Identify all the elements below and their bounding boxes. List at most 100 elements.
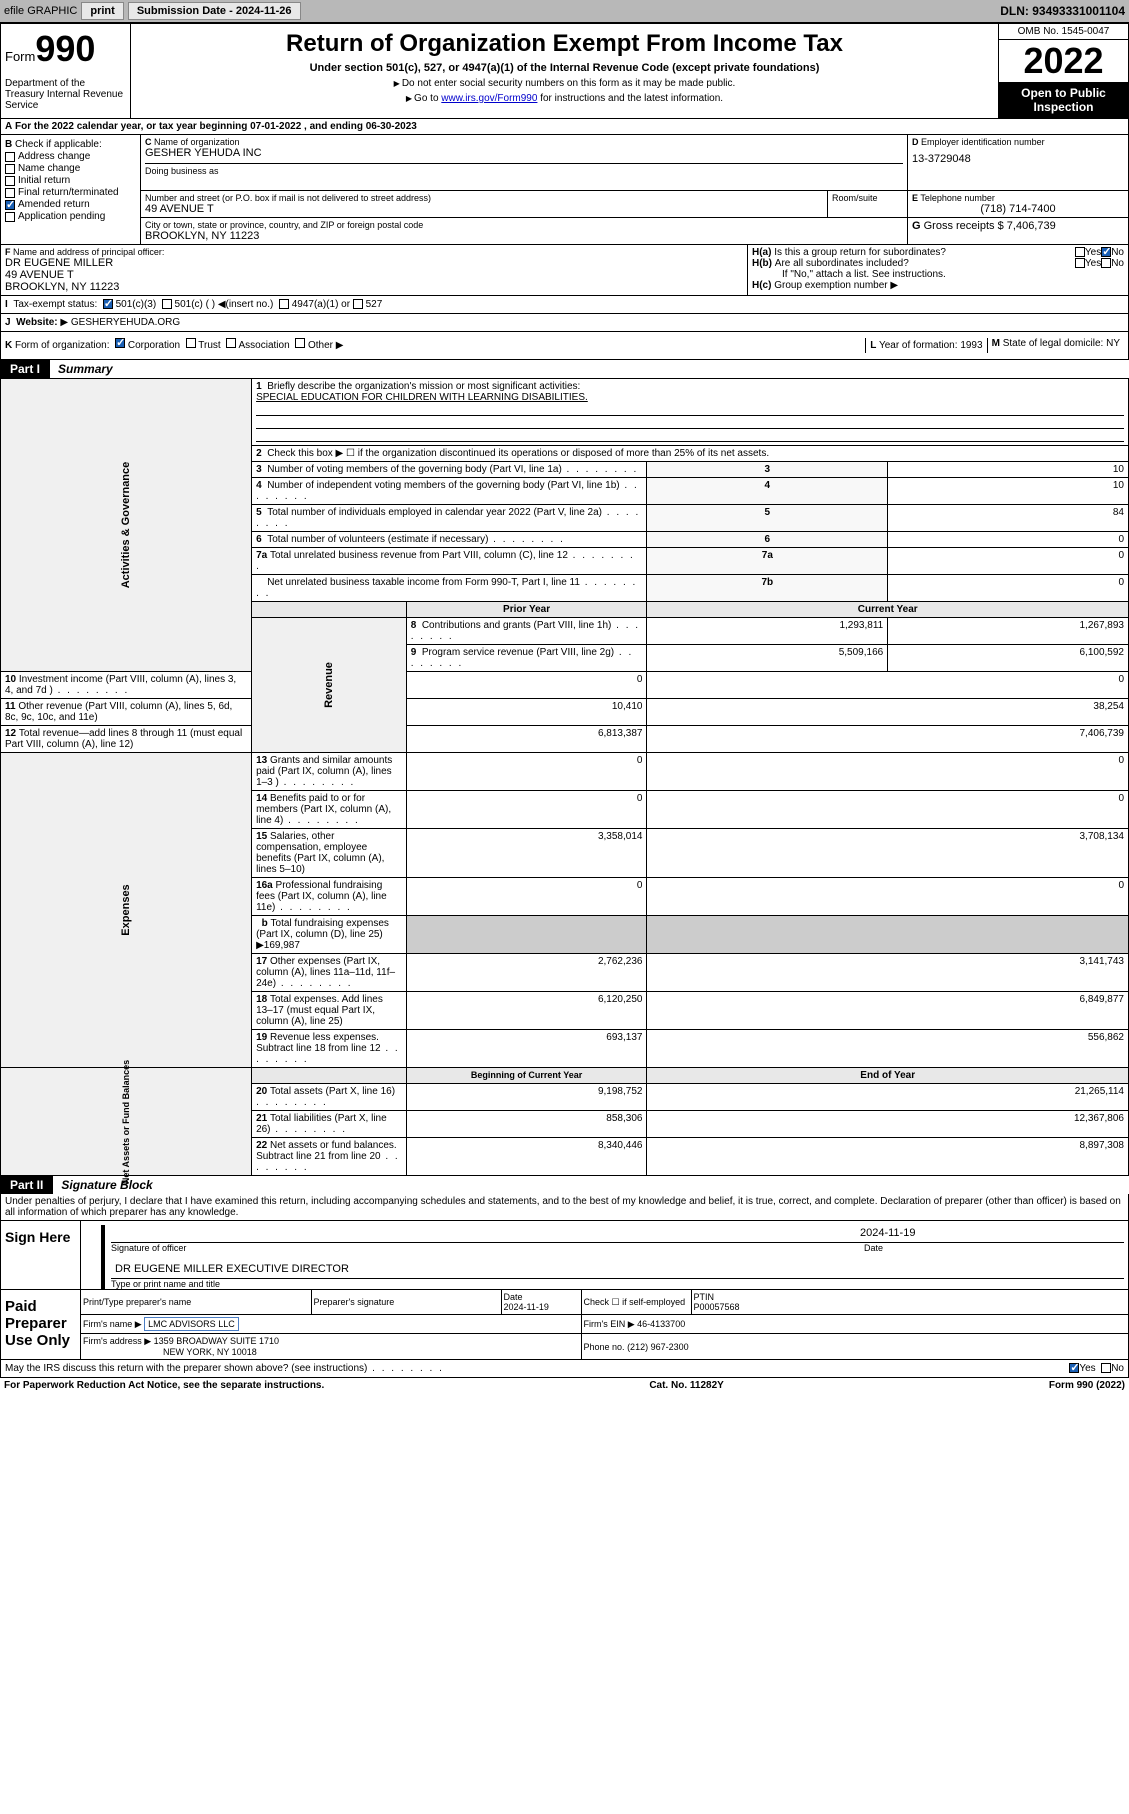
checkbox-assoc[interactable] bbox=[226, 338, 236, 348]
checkbox-501c3[interactable] bbox=[103, 299, 113, 309]
ptin-value: P00057568 bbox=[694, 1302, 740, 1312]
opt-address: Address change bbox=[18, 151, 90, 162]
tax-year: 2022 bbox=[999, 40, 1128, 82]
city-label: City or town, state or province, country… bbox=[145, 220, 903, 230]
opt-501c3: 501(c)(3) bbox=[116, 299, 157, 310]
row6-box: 6 bbox=[647, 532, 888, 548]
row6-val: 0 bbox=[888, 532, 1129, 548]
checkbox-corp[interactable] bbox=[115, 338, 125, 348]
print-button[interactable]: print bbox=[81, 2, 123, 20]
checkbox-4947[interactable] bbox=[279, 299, 289, 309]
row3-val: 10 bbox=[888, 462, 1129, 478]
checkbox-501c[interactable] bbox=[162, 299, 172, 309]
checkbox-amended-return[interactable] bbox=[5, 200, 15, 210]
row7a-val: 0 bbox=[888, 548, 1129, 575]
checkbox-initial-return[interactable] bbox=[5, 176, 15, 186]
ptin-label: PTIN bbox=[694, 1292, 715, 1302]
form-title: Return of Organization Exempt From Incom… bbox=[137, 30, 992, 58]
checkbox-ha-yes[interactable] bbox=[1075, 247, 1085, 257]
checkbox-ha-no[interactable] bbox=[1101, 247, 1111, 257]
rev12-cur: 7,406,739 bbox=[647, 726, 1129, 753]
rev11-text: Other revenue (Part VIII, column (A), li… bbox=[5, 701, 232, 723]
tax-exempt-label: Tax-exempt status: bbox=[13, 299, 97, 310]
net21-text: Total liabilities (Part X, line 26) bbox=[256, 1113, 387, 1135]
exp17-cur: 3,141,743 bbox=[647, 954, 1129, 992]
date-label: Date bbox=[864, 1243, 1124, 1253]
mission-text: SPECIAL EDUCATION FOR CHILDREN WITH LEAR… bbox=[256, 392, 588, 403]
prep-sig-label: Preparer's signature bbox=[314, 1297, 395, 1307]
exp13-prior: 0 bbox=[406, 753, 647, 791]
rev9-prior: 5,509,166 bbox=[647, 645, 888, 672]
rev12-prior: 6,813,387 bbox=[406, 726, 647, 753]
rev11-cur: 38,254 bbox=[647, 699, 1129, 726]
part2-num: Part II bbox=[0, 1176, 53, 1194]
section-klm: K Form of organization: Corporation Trus… bbox=[0, 332, 1129, 360]
part2-title: Signature Block bbox=[53, 1176, 1129, 1194]
rev10-cur: 0 bbox=[647, 672, 1129, 699]
rev12-text: Total revenue—add lines 8 through 11 (mu… bbox=[5, 728, 242, 750]
officer-label: Name and address of principal officer: bbox=[13, 247, 164, 257]
form-number: Form990 bbox=[5, 28, 126, 70]
checkbox-final-return[interactable] bbox=[5, 188, 15, 198]
tax-year-range: For the 2022 calendar year, or tax year … bbox=[15, 121, 417, 132]
form-990-number: 990 bbox=[35, 28, 95, 69]
checkbox-trust[interactable] bbox=[186, 338, 196, 348]
check-self-label: Check ☐ if self-employed bbox=[584, 1297, 686, 1307]
checkbox-address-change[interactable] bbox=[5, 152, 15, 162]
firm-city: NEW YORK, NY 10018 bbox=[83, 1347, 257, 1357]
officer-name: DR EUGENE MILLER bbox=[5, 257, 743, 269]
org-name: GESHER YEHUDA INC bbox=[145, 147, 903, 159]
state-domicile-value: NY bbox=[1106, 338, 1120, 349]
checkbox-other[interactable] bbox=[295, 338, 305, 348]
checkbox-hb-no[interactable] bbox=[1101, 258, 1111, 268]
opt-amended: Amended return bbox=[18, 199, 90, 210]
h-note: If "No," attach a list. See instructions… bbox=[752, 269, 1124, 280]
firm-ein-label: Firm's EIN ▶ bbox=[584, 1319, 635, 1329]
gross-receipts-value: 7,406,739 bbox=[1007, 220, 1056, 232]
sign-here-label: Sign Here bbox=[1, 1221, 81, 1289]
rev9-text: Program service revenue (Part VIII, line… bbox=[411, 647, 634, 669]
website-label: Website: bbox=[16, 317, 58, 328]
exp15-text: Salaries, other compensation, employee b… bbox=[256, 831, 384, 875]
omb-number: OMB No. 1545-0047 bbox=[999, 24, 1128, 40]
exp15-cur: 3,708,134 bbox=[647, 829, 1129, 878]
submission-date-button[interactable]: Submission Date - 2024-11-26 bbox=[128, 2, 301, 20]
section-a: A For the 2022 calendar year, or tax yea… bbox=[0, 119, 1129, 135]
open-public-badge: Open to Public Inspection bbox=[999, 82, 1128, 118]
row3-box: 3 bbox=[647, 462, 888, 478]
prep-date: 2024-11-19 bbox=[504, 1302, 549, 1312]
section-bcdefg: B Check if applicable: Address change Na… bbox=[0, 135, 1129, 245]
form-subtitle: Under section 501(c), 527, or 4947(a)(1)… bbox=[137, 62, 992, 74]
net21-cur: 12,367,806 bbox=[647, 1111, 1129, 1138]
checkbox-discuss-no[interactable] bbox=[1101, 1363, 1111, 1373]
check-applicable-label: Check if applicable: bbox=[15, 139, 102, 150]
hdr-beginning: Beginning of Current Year bbox=[406, 1068, 647, 1084]
checkbox-hb-yes[interactable] bbox=[1075, 258, 1085, 268]
row4-box: 4 bbox=[647, 478, 888, 505]
room-label: Room/suite bbox=[832, 193, 903, 203]
exp17-text: Other expenses (Part IX, column (A), lin… bbox=[256, 956, 395, 989]
net20-cur: 21,265,114 bbox=[647, 1084, 1129, 1111]
opt-4947: 4947(a)(1) or bbox=[292, 299, 350, 310]
checkbox-527[interactable] bbox=[353, 299, 363, 309]
paperwork-notice: For Paperwork Reduction Act Notice, see … bbox=[4, 1380, 324, 1391]
vtab-expenses: Expenses bbox=[120, 789, 132, 1031]
exp13-text: Grants and similar amounts paid (Part IX… bbox=[256, 755, 392, 788]
opt-501c: 501(c) ( ) ◀(insert no.) bbox=[175, 299, 274, 310]
rev10-prior: 0 bbox=[406, 672, 647, 699]
year-formation-label: Year of formation: bbox=[879, 340, 958, 351]
checkbox-app-pending[interactable] bbox=[5, 212, 15, 222]
note-goto-a: Go to bbox=[414, 93, 441, 104]
row6-text: Total number of volunteers (estimate if … bbox=[267, 534, 565, 545]
checkbox-name-change[interactable] bbox=[5, 164, 15, 174]
hc-label: Group exemption number bbox=[774, 280, 887, 291]
sig-date: 2024-11-19 bbox=[860, 1227, 1120, 1240]
part1-num: Part I bbox=[0, 360, 50, 378]
firm-phone-label: Phone no. bbox=[584, 1342, 625, 1352]
opt-trust: Trust bbox=[198, 340, 220, 351]
irs-link[interactable]: www.irs.gov/Form990 bbox=[441, 93, 537, 104]
checkbox-discuss-yes[interactable] bbox=[1069, 1363, 1079, 1373]
ein-value: 13-3729048 bbox=[912, 153, 1124, 165]
exp16b-text: Total fundraising expenses (Part IX, col… bbox=[256, 918, 389, 951]
arrow-icon bbox=[394, 78, 402, 89]
